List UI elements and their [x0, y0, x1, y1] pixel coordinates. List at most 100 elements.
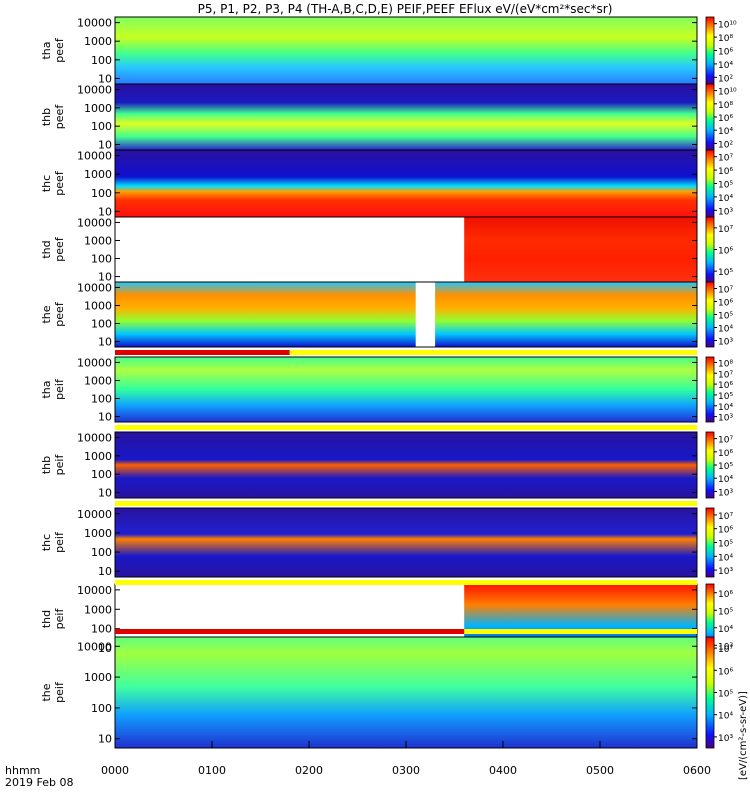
colorbar-tick-label: 10³ [718, 642, 733, 652]
colorbar-tick-label: 10³ [718, 207, 733, 217]
spectrogram-image [115, 508, 697, 577]
y-axis-label-quantity: peef [53, 170, 66, 196]
y-tick-label: 10 [98, 642, 112, 655]
panel-frame [114, 281, 698, 348]
y-tick-label: 1000 [84, 527, 112, 540]
colorbar-tick-label: 10⁴ [718, 127, 733, 137]
y-axis-label-probe: thc [40, 534, 53, 551]
colorbar-tick-label: 10² [718, 140, 733, 150]
colorbar-tick-label: 10³ [718, 414, 733, 424]
y-tick-label: 100 [91, 393, 112, 406]
y-axis-label-quantity: peif [53, 608, 66, 630]
time-axis-label: hhmm [5, 764, 40, 777]
y-tick-label: 1000 [84, 168, 112, 181]
colorbar-tick-label: 10⁸ [718, 34, 733, 44]
y-tick-label: 10000 [77, 640, 112, 653]
y-axis-label-probe: thb [40, 108, 53, 126]
y-axis-label-quantity: peif [53, 378, 66, 400]
y-tick-label: 10 [98, 271, 112, 284]
x-tick-label: 0100 [198, 764, 226, 777]
y-axis-label-quantity: peef [53, 37, 66, 63]
y-tick-label: 10000 [77, 356, 112, 369]
y-axis-label-probe: tha [40, 380, 53, 398]
x-tick-label: 0200 [295, 764, 323, 777]
y-tick-label: 1000 [84, 102, 112, 115]
colorbar-tick-label: 10⁵ [718, 540, 733, 550]
colorbar [705, 281, 715, 348]
spectrogram-image [115, 357, 697, 422]
spectrogram-image [115, 432, 697, 498]
colorbar-tick-label: 10⁵ [718, 312, 733, 322]
panel-thc-peif: 10 100 1000 10000 thc peif 10³ 10⁴ 10⁵ 10⁶ 10⁷ [40, 507, 733, 578]
flag-bar [115, 350, 697, 355]
x-tick-label: 0000 [101, 764, 129, 777]
colorbar-tick-label: 10⁵ [718, 392, 733, 402]
y-axis-label-quantity: peef [53, 236, 66, 262]
y-tick-label: 1000 [84, 374, 112, 387]
y-tick-label: 100 [91, 318, 112, 331]
y-tick-label: 1000 [84, 671, 112, 684]
colorbar-tick-label: 10⁵ [718, 690, 733, 700]
y-tick-label: 10 [98, 205, 112, 218]
flag-bar [115, 501, 697, 506]
flag-bar [115, 425, 697, 430]
colorbar [705, 356, 715, 423]
y-axis-label-quantity: peif [53, 531, 66, 553]
y-tick-label: 100 [91, 120, 112, 133]
colorbar-tick-label: 10⁶ [718, 667, 733, 677]
y-axis-label-quantity: peif [53, 681, 66, 703]
colorbar-tick-label: 10⁸ [718, 359, 733, 369]
panel-thc-peef: 10 100 1000 10000 thc peef 10³ 10⁴ 10⁵ 10⁶ 10⁷ [40, 149, 733, 218]
colorbar-tick-label: 10⁷ [718, 225, 733, 235]
y-tick-label: 1000 [84, 299, 112, 312]
y-tick-label: 10000 [77, 432, 112, 445]
y-axis-label-quantity: peef [53, 301, 66, 327]
spectrogram-image [115, 17, 697, 84]
colorbar-tick-label: 10² [718, 74, 733, 84]
spectrogram-image [115, 637, 697, 748]
panel-thb-peef: 10 100 1000 10000 thb peef 10² 10⁴ 10⁶ 10⁸ 10¹⁰ [40, 83, 737, 151]
colorbar-tick-label: 10⁶ [718, 299, 733, 309]
colorbar-tick-label: 10¹⁰ [718, 21, 737, 31]
spectrogram-image [115, 150, 697, 217]
y-tick-label: 10000 [77, 17, 112, 30]
colorbar-tick-label: 10³ [718, 567, 733, 577]
colorbar [705, 216, 715, 283]
colorbar-tick-label: 10⁴ [718, 61, 733, 71]
y-tick-label: 10000 [77, 584, 112, 597]
colorbar-tick-label: 10³ [718, 734, 733, 744]
y-tick-label: 100 [91, 468, 112, 481]
panel-the-peef: 10 100 1000 10000 the peef 10³ 10⁴ 10⁵ 10⁶ 10⁷ [40, 281, 733, 348]
y-axis-label-probe: thc [40, 175, 53, 192]
colorbar [705, 431, 715, 499]
y-tick-label: 1000 [84, 450, 112, 463]
colorbar-tick-label: 10⁶ [718, 247, 733, 257]
colorbar-tick-label: 10⁵ [718, 268, 733, 278]
y-tick-label: 100 [91, 253, 112, 266]
colorbar [705, 149, 715, 218]
colorbar-tick-label: 10⁴ [718, 403, 733, 413]
y-tick-label: 10000 [77, 281, 112, 294]
no-data-region [115, 217, 465, 282]
y-tick-label: 10 [98, 138, 112, 151]
x-tick-label: 0500 [586, 764, 614, 777]
colorbar-tick-label: 10⁵ [718, 607, 733, 617]
figure-title: P5, P1, P2, P3, P4 (TH-A,B,C,D,E) PEIF,P… [198, 2, 613, 16]
y-tick-label: 10 [98, 336, 112, 349]
y-tick-label: 100 [91, 702, 112, 715]
y-tick-label: 10000 [77, 150, 112, 163]
colorbar-tick-label: 10⁴ [718, 553, 733, 563]
colorbar-tick-label: 10⁷ [718, 154, 733, 164]
y-tick-label: 100 [91, 623, 112, 636]
colorbar-tick-label: 10⁵ [718, 181, 733, 191]
spectrogram-image [115, 84, 697, 150]
colorbar-tick-label: 10⁴ [718, 625, 733, 635]
panel-frame [114, 431, 698, 499]
y-axis-label-probe: the [40, 305, 53, 323]
y-tick-label: 1000 [84, 603, 112, 616]
flag-bar-segment [115, 629, 465, 634]
colorbar [705, 636, 715, 749]
